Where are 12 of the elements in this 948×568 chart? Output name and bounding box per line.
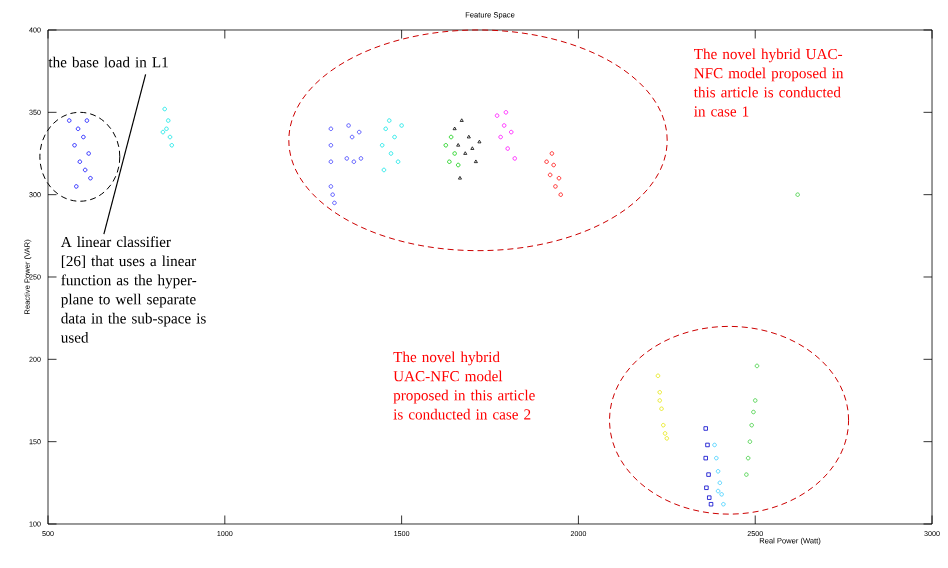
point <box>356 129 362 135</box>
point <box>349 134 355 140</box>
point <box>82 167 88 173</box>
point <box>745 455 751 461</box>
point <box>160 129 166 135</box>
point <box>547 172 553 178</box>
point <box>448 134 454 140</box>
point <box>715 488 721 494</box>
point <box>717 480 723 486</box>
point <box>381 167 387 173</box>
point <box>167 134 173 140</box>
point <box>754 363 760 369</box>
